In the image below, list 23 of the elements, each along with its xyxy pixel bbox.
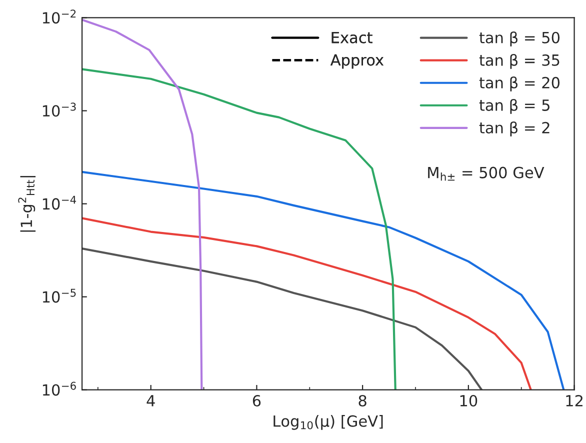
y-axis-title: |1-g$^{2}$$_{Htt}$| <box>18 176 36 232</box>
x-tick-label: 10 <box>460 394 478 407</box>
y-tick-label: 10$^{−3}$ <box>42 102 76 117</box>
x-tick-label: 6 <box>252 394 261 407</box>
legend-label: tan β = 20 <box>479 76 560 92</box>
line-series <box>82 217 532 390</box>
legend-label: tan β = 5 <box>479 99 550 114</box>
legend-label: tan β = 50 <box>479 31 560 46</box>
annotation: M$_{h±}$ = 500 GeV <box>428 166 544 181</box>
line-series <box>82 68 396 390</box>
y-tick-label: 10$^{−6}$ <box>42 382 76 396</box>
x-axis-title: Log$_{10}$(μ) [GeV] <box>274 415 383 430</box>
x-tick-label: 12 <box>566 394 582 406</box>
x-tick-label: 4 <box>146 395 155 406</box>
y-tick-label: 10$^{−2}$ <box>42 10 76 24</box>
y-tick-label: 10$^{−4}$ <box>42 196 76 210</box>
y-tick-label: 10$^{−5}$ <box>42 288 76 303</box>
annotation: Approx <box>330 54 384 69</box>
legend-label: tan β = 35 <box>479 54 560 69</box>
legend-label: tan β = 2 <box>479 122 550 136</box>
x-tick-label: 8 <box>358 394 366 407</box>
annotation: Exact <box>332 32 372 44</box>
line-series <box>82 248 483 390</box>
